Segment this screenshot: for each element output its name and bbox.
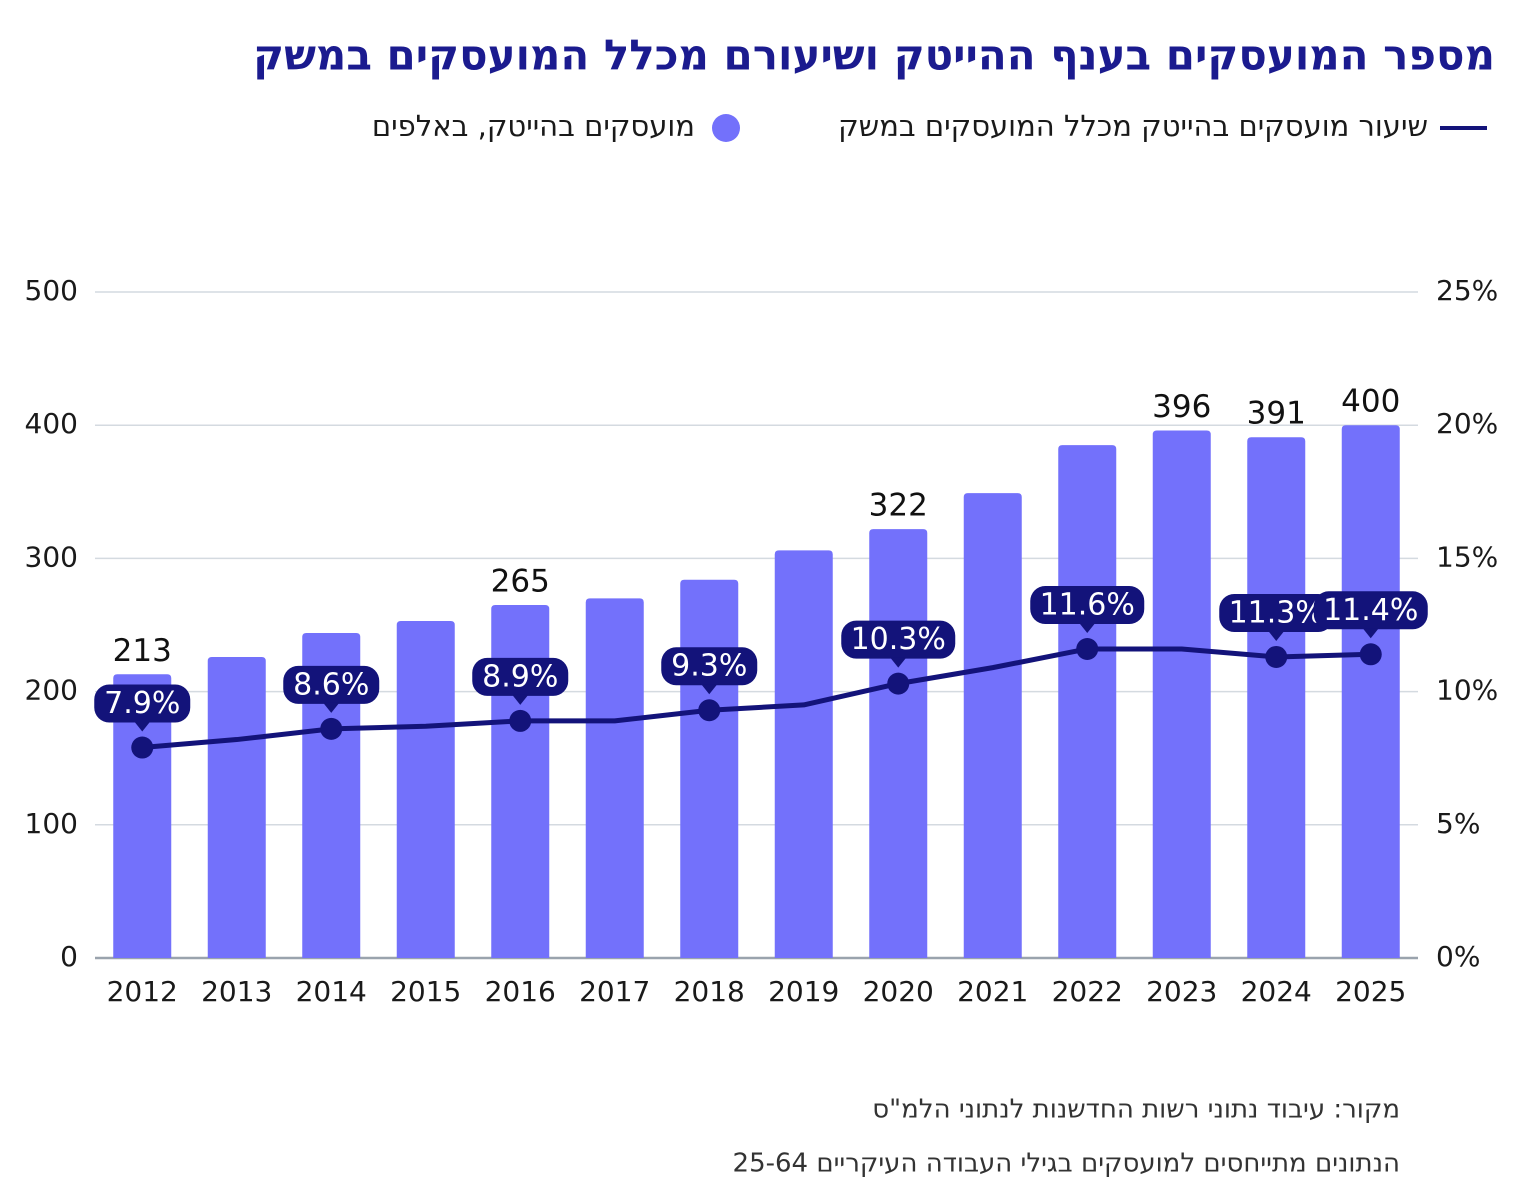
value-label-pointer xyxy=(701,684,718,695)
bar xyxy=(1058,445,1117,958)
line-point xyxy=(509,709,532,732)
x-tick-label: 2013 xyxy=(201,975,272,1008)
line-value-label: 10.3% xyxy=(851,622,946,657)
y2-tick-label: 5% xyxy=(1436,807,1480,840)
y-tick-label: 0 xyxy=(60,940,78,973)
bar xyxy=(1247,437,1306,958)
line-value-label: 11.6% xyxy=(1040,587,1135,622)
value-label-box xyxy=(841,620,956,659)
bar xyxy=(774,550,833,958)
bar xyxy=(1341,425,1400,958)
line-point xyxy=(887,672,910,695)
x-tick-label: 2023 xyxy=(1146,975,1217,1008)
line-point xyxy=(131,736,154,759)
bar xyxy=(1152,430,1211,958)
legend-bar-swatch xyxy=(712,114,740,142)
line-value-label: 9.3% xyxy=(671,649,747,684)
value-label-box xyxy=(1030,585,1145,624)
value-label-box xyxy=(283,665,380,704)
value-label-pointer xyxy=(1268,630,1285,641)
bar-value-label: 322 xyxy=(869,488,928,524)
value-label-pointer xyxy=(134,721,151,732)
x-tick-label: 2018 xyxy=(674,975,745,1008)
value-label-box xyxy=(472,657,569,696)
x-tick-label: 2020 xyxy=(863,975,934,1008)
bar xyxy=(680,579,739,958)
x-tick-label: 2024 xyxy=(1241,975,1312,1008)
line-value-label: 11.3% xyxy=(1229,595,1324,630)
y2-tick-label: 15% xyxy=(1436,540,1498,573)
bar-value-label: 265 xyxy=(491,564,550,600)
value-label-box xyxy=(1313,591,1428,630)
line-value-label: 8.9% xyxy=(482,659,558,694)
line-value-label: 8.6% xyxy=(293,667,369,702)
y-tick-label: 100 xyxy=(25,807,78,840)
x-tick-label: 2016 xyxy=(485,975,556,1008)
bar xyxy=(963,493,1022,958)
x-tick-label: 2017 xyxy=(579,975,650,1008)
legend-label: מועסקים בהייטק, באלפים xyxy=(372,109,695,143)
chart-title: מספר המועסקים בענף ההייטק ושיעורם מכלל ה… xyxy=(253,31,1495,80)
y2-tick-label: 0% xyxy=(1436,940,1480,973)
bar xyxy=(207,656,266,958)
bar-value-label: 213 xyxy=(113,633,172,669)
y-tick-label: 400 xyxy=(25,407,78,440)
value-label-pointer xyxy=(512,694,529,705)
value-label-box xyxy=(94,684,191,723)
y2-tick-label: 25% xyxy=(1436,274,1498,307)
bar xyxy=(585,598,644,958)
x-tick-label: 2022 xyxy=(1052,975,1123,1008)
data-note: הנתונים מתייחסים למועסקים בגילי העבודה ה… xyxy=(733,1149,1400,1179)
line-point xyxy=(320,717,343,740)
x-tick-label: 2025 xyxy=(1335,975,1406,1008)
line-value-label: 7.9% xyxy=(104,686,180,721)
value-label-box xyxy=(661,647,758,686)
line-value-label: 11.4% xyxy=(1323,593,1418,628)
line-point xyxy=(698,699,721,722)
line-point xyxy=(1076,637,1099,660)
x-tick-label: 2019 xyxy=(768,975,839,1008)
y-tick-label: 300 xyxy=(25,540,78,573)
value-label-pointer xyxy=(890,657,907,668)
bar-value-label: 400 xyxy=(1341,384,1400,420)
value-label-pointer xyxy=(323,702,340,713)
bar xyxy=(302,632,361,958)
bar xyxy=(396,621,455,958)
bar xyxy=(869,529,928,958)
y2-tick-label: 20% xyxy=(1436,407,1498,440)
bar-value-label: 391 xyxy=(1247,396,1306,432)
legend-label: שיעור מועסקים בהייטק מכלל המועסקים במשק xyxy=(838,109,1428,143)
line-point xyxy=(1359,643,1382,666)
value-label-box xyxy=(1219,593,1334,632)
y-tick-label: 500 xyxy=(25,274,78,307)
x-tick-label: 2012 xyxy=(107,975,178,1008)
y-tick-label: 200 xyxy=(25,674,78,707)
value-label-pointer xyxy=(1362,628,1379,639)
bar-value-label: 396 xyxy=(1152,389,1211,425)
value-label-pointer xyxy=(1079,622,1096,633)
x-tick-label: 2015 xyxy=(390,975,461,1008)
x-tick-label: 2014 xyxy=(296,975,367,1008)
x-tick-label: 2021 xyxy=(957,975,1028,1008)
source-note: מקור: עיבוד נתוני רשות החדשנות לנתוני הל… xyxy=(872,1095,1400,1125)
line-point xyxy=(1265,645,1288,668)
y2-tick-label: 10% xyxy=(1436,674,1498,707)
line xyxy=(142,646,1371,751)
